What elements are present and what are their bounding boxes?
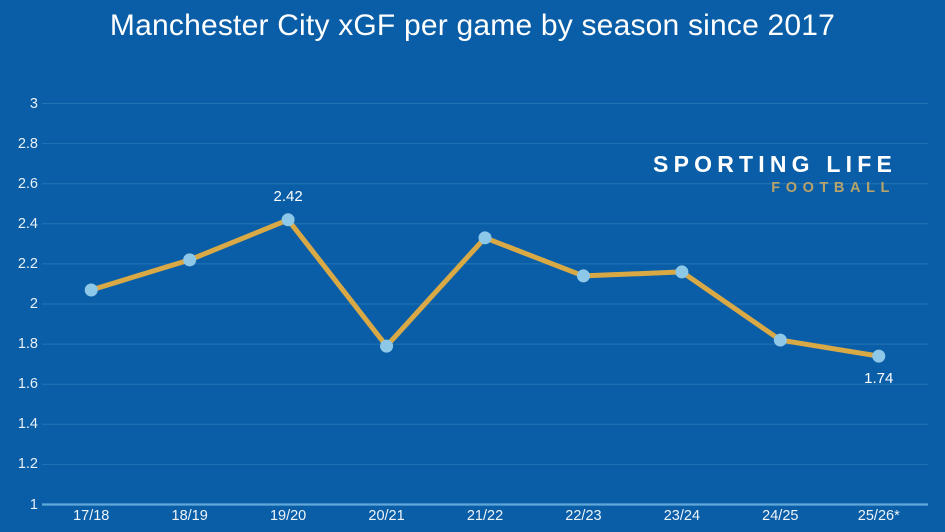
y-axis-tick-label: 2.8 xyxy=(17,135,38,152)
data-value-label: 1.74 xyxy=(864,370,894,388)
x-axis-tick-label: 22/23 xyxy=(565,508,602,524)
y-axis-tick-label: 1.2 xyxy=(17,456,38,473)
y-axis-tick-label: 2.4 xyxy=(17,215,38,232)
y-axis-tick-label: 2.2 xyxy=(17,255,38,272)
data-point-marker[interactable] xyxy=(380,339,394,353)
x-axis-tick-label: 23/24 xyxy=(663,508,701,524)
chart-title: Manchester City xGF per game by season s… xyxy=(109,9,836,42)
y-axis-tick-label: 3 xyxy=(29,95,38,112)
x-axis-tick-label: 18/19 xyxy=(171,508,208,524)
data-point-marker[interactable] xyxy=(773,333,787,347)
y-axis-tick-label: 2.6 xyxy=(17,175,38,192)
data-point-marker[interactable] xyxy=(576,269,590,283)
data-point-markers xyxy=(84,213,886,363)
data-value-label: 2.42 xyxy=(273,187,303,205)
data-point-marker[interactable] xyxy=(872,349,886,363)
x-axis-tick-label: 20/21 xyxy=(368,508,405,524)
y-axis-tick-label: 1.6 xyxy=(17,376,38,393)
x-axis-tick-label: 19/20 xyxy=(269,508,307,524)
brand-secondary-text: FOOTBALL xyxy=(771,180,895,196)
y-axis-tick-label: 1 xyxy=(29,496,38,513)
y-axis-tick-label: 1.8 xyxy=(17,336,38,353)
x-axis-tick-label: 17/18 xyxy=(73,508,110,524)
data-point-marker[interactable] xyxy=(281,213,295,227)
y-axis-tick-labels: 1 1.2 1.4 1.6 1.8 2 2.2 2.4 2.6 2.8 3 xyxy=(0,0,38,532)
brand-primary-text: SPORTING LIFE xyxy=(653,151,897,177)
data-point-marker[interactable] xyxy=(478,231,492,245)
x-axis-tick-label: 24/25 xyxy=(762,508,799,524)
data-point-marker[interactable] xyxy=(183,253,197,267)
y-axis-tick-label: 2 xyxy=(29,296,38,312)
y-axis-tick-label: 1.4 xyxy=(17,416,38,433)
gridlines-group xyxy=(42,103,928,505)
x-axis-tick-label: 21/22 xyxy=(466,508,504,524)
x-axis-tick-label: 25/26* xyxy=(857,508,900,524)
data-point-marker[interactable] xyxy=(675,265,689,279)
data-point-marker[interactable] xyxy=(84,283,98,297)
sporting-life-logo: SPORTING LIFE FOOTBALL xyxy=(645,152,897,197)
